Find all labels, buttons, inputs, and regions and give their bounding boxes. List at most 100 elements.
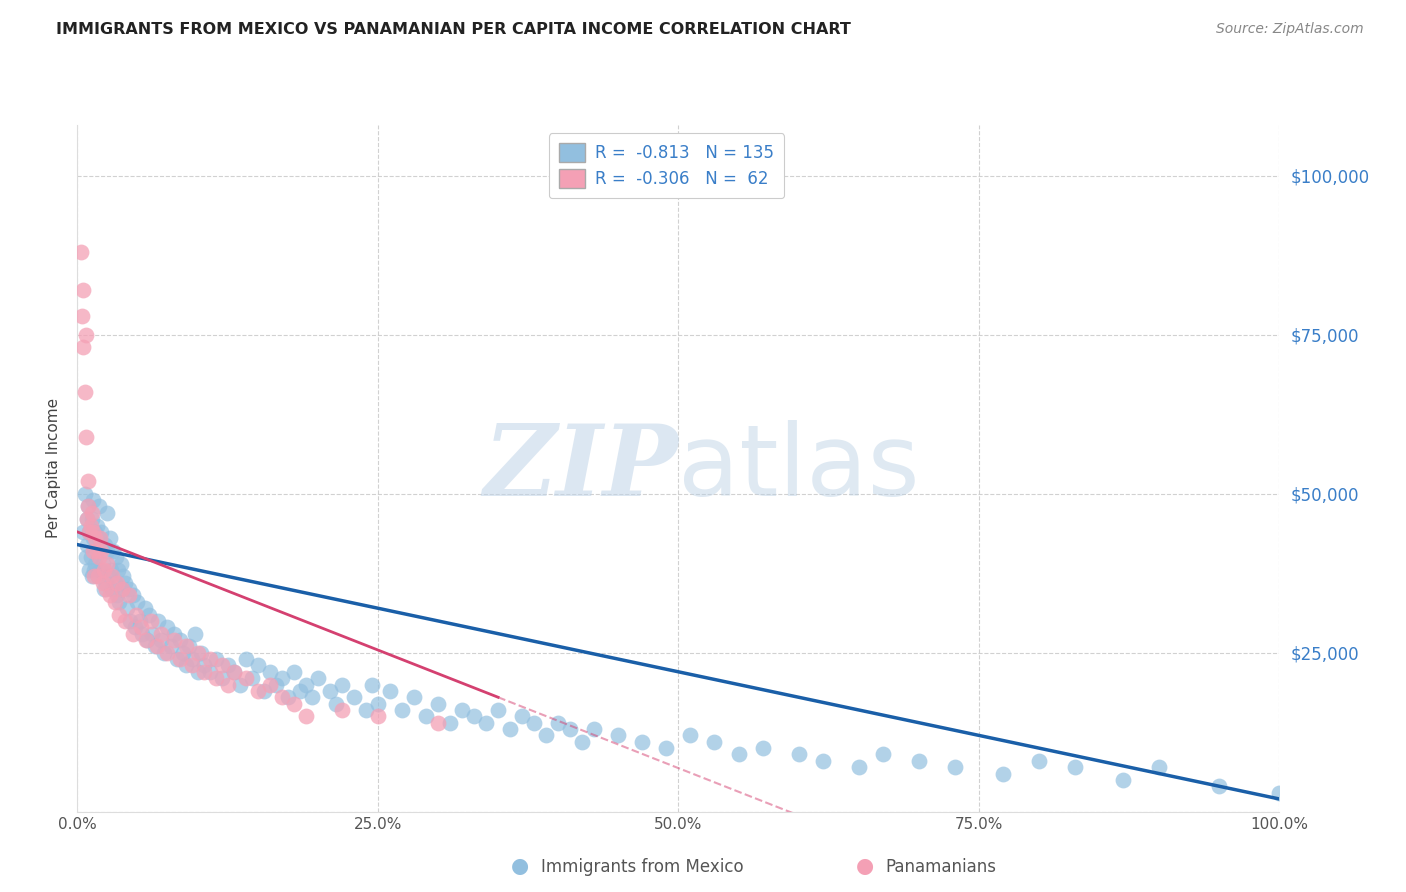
Point <box>103 544 125 558</box>
Point <box>156 646 179 660</box>
Point <box>378 684 401 698</box>
Point <box>246 658 269 673</box>
Point <box>486 703 509 717</box>
Point <box>463 709 485 723</box>
Point <box>110 557 132 571</box>
Point <box>174 640 197 654</box>
Point <box>146 614 169 628</box>
Point <box>97 569 120 583</box>
Point <box>343 690 366 705</box>
Point <box>1268 786 1291 800</box>
Point <box>136 633 159 648</box>
Point <box>169 652 191 666</box>
Point <box>283 697 305 711</box>
Point <box>259 665 281 679</box>
Point <box>70 245 93 260</box>
Text: atlas: atlas <box>679 420 920 516</box>
Point <box>751 741 773 756</box>
Point <box>1208 779 1230 793</box>
Point <box>451 703 474 717</box>
Point <box>160 640 183 654</box>
Point <box>108 607 131 622</box>
Point <box>415 709 437 723</box>
Point <box>108 595 131 609</box>
Point <box>439 715 461 730</box>
Point <box>727 747 749 762</box>
Point <box>354 703 377 717</box>
Point <box>79 518 101 533</box>
Point <box>94 538 117 552</box>
Point <box>77 500 100 514</box>
Point <box>288 684 311 698</box>
Point <box>86 518 108 533</box>
Point <box>204 652 226 666</box>
Point <box>96 582 118 596</box>
Y-axis label: Per Capita Income: Per Capita Income <box>46 398 62 539</box>
Point <box>76 512 98 526</box>
Point <box>427 715 450 730</box>
Point <box>162 626 184 640</box>
Point <box>82 524 104 539</box>
Point <box>91 557 114 571</box>
Point <box>131 626 153 640</box>
Point <box>679 728 702 742</box>
Point <box>166 652 188 666</box>
Point <box>235 671 257 685</box>
Point <box>101 569 124 583</box>
Text: Source: ZipAtlas.com: Source: ZipAtlas.com <box>1216 22 1364 37</box>
Point <box>98 589 121 603</box>
Point <box>179 640 201 654</box>
Point <box>169 633 191 648</box>
Point <box>72 283 94 297</box>
Point <box>908 754 931 768</box>
Point <box>82 531 104 545</box>
Point <box>87 569 110 583</box>
Point <box>80 506 103 520</box>
Point <box>294 677 316 691</box>
Point <box>104 575 127 590</box>
Point <box>180 658 202 673</box>
Point <box>77 500 100 514</box>
Point <box>79 563 101 577</box>
Point <box>631 735 654 749</box>
Legend: R =  -0.813   N = 135, R =  -0.306   N =  62: R = -0.813 N = 135, R = -0.306 N = 62 <box>548 133 785 198</box>
Point <box>98 531 121 545</box>
Point <box>217 658 239 673</box>
Point <box>86 544 108 558</box>
Text: ●: ● <box>512 856 529 876</box>
Point <box>79 524 101 539</box>
Point <box>703 735 725 749</box>
Point <box>79 524 101 539</box>
Point <box>187 665 209 679</box>
Point <box>104 595 127 609</box>
Point <box>402 690 425 705</box>
Point <box>270 671 292 685</box>
Point <box>319 684 342 698</box>
Point <box>129 620 152 634</box>
Point <box>174 658 197 673</box>
Point <box>198 665 221 679</box>
Point <box>367 709 389 723</box>
Point <box>499 722 522 736</box>
Point <box>96 557 118 571</box>
Point <box>523 715 546 730</box>
Point <box>259 677 281 691</box>
Point <box>510 709 533 723</box>
Point <box>235 652 257 666</box>
Point <box>145 640 167 654</box>
Text: ●: ● <box>856 856 873 876</box>
Point <box>128 614 150 628</box>
Point <box>991 766 1014 780</box>
Point <box>89 563 111 577</box>
Point <box>547 715 569 730</box>
Point <box>172 646 194 660</box>
Point <box>90 524 112 539</box>
Point <box>246 684 269 698</box>
Point <box>1028 754 1050 768</box>
Point <box>475 715 498 730</box>
Point <box>83 569 105 583</box>
Point <box>264 677 287 691</box>
Point <box>121 626 143 640</box>
Point <box>96 506 118 520</box>
Point <box>111 582 134 596</box>
